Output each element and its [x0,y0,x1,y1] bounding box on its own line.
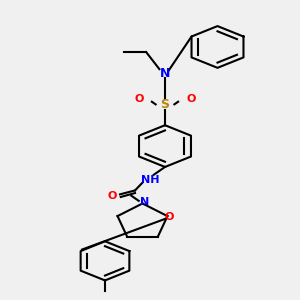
Text: O: O [108,191,117,201]
Text: O: O [165,212,174,222]
Text: N: N [160,67,170,80]
Text: O: O [187,94,196,104]
Text: NH: NH [141,175,159,185]
Text: O: O [134,94,143,104]
Text: N: N [140,197,149,207]
Text: S: S [160,98,169,111]
